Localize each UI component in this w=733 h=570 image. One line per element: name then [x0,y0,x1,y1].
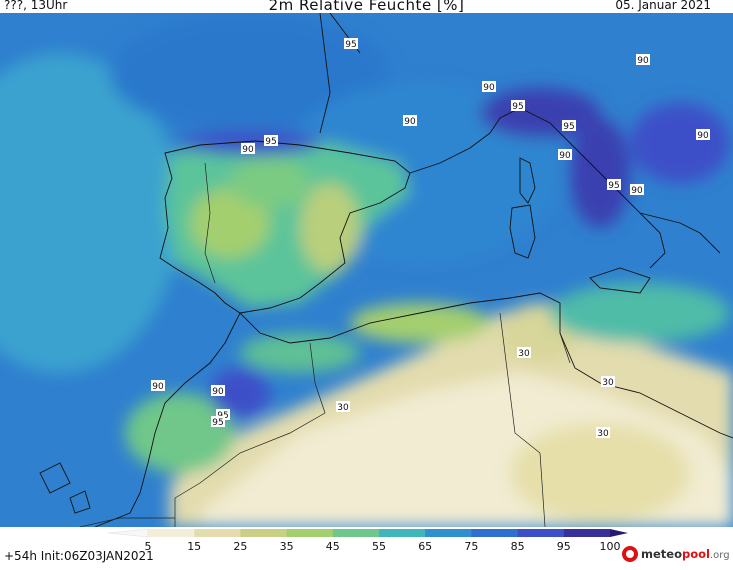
contour-label-bg [336,401,350,412]
contour-label-bg [636,54,650,65]
legend-tick-label: 15 [187,540,201,553]
contour-label: 90 [631,186,643,196]
contour-label: 95 [265,137,276,147]
humidity-map: 9590909590909595909095909090959530303030 [0,13,733,527]
contour-label-bg [562,120,576,131]
contour-label: 30 [597,429,609,439]
legend-swatch [148,529,195,537]
contour-label: 95 [608,181,619,191]
map-title: 2m Relative Feuchte [%] [268,0,465,14]
contour-label-bg [511,100,525,111]
legend-swatch [425,529,472,537]
color-legend: 5 15 25 35 45 55 65 75 85 95 100 [0,527,733,566]
logo-icon [622,546,638,562]
contour-label: 90 [152,382,164,392]
legend-max-arrow [610,529,628,537]
legend-tick-label: 65 [418,540,432,553]
contour-label-bg [517,347,531,358]
logo-text: meteopool.org [641,547,730,561]
contour-label: 90 [404,117,416,127]
contour-label: 30 [337,403,349,413]
contour-label-bg [151,380,165,391]
legend-swatch [332,529,380,537]
date-label: 05. Januar 2021 [615,0,711,12]
legend-swatch [379,529,426,537]
contour-labels: 9590909590909595909095909090959530303030 [151,38,710,439]
contour-label: 95 [212,418,223,428]
legend-tick-label: 85 [511,540,525,553]
model-run-label: +54h Init:06Z03JAN2021 [4,549,154,563]
country-borders [79,162,571,527]
coastlines [39,13,733,527]
contour-label-bg [630,184,644,195]
contour-label: 90 [483,83,495,93]
contour-label: 95 [563,122,574,132]
contour-label-bg [403,115,417,126]
contour-label: 90 [697,131,709,141]
contour-label-bg [344,38,358,49]
legend-swatch [471,529,519,537]
legend-swatch [240,529,288,537]
meteopool-logo[interactable]: meteopool.org [621,543,731,565]
contour-label-bg [211,416,225,427]
contour-label-bg [596,427,610,438]
map-canvas: 9590909590909595909095909090959530303030 [0,13,733,527]
legend-tick-label: 95 [557,540,571,553]
contour-label: 90 [212,387,224,397]
contour-label-bg [241,143,255,154]
legend-swatch [194,529,241,537]
legend-swatch [517,529,565,537]
legend-swatch [286,529,334,537]
contour-label-bg [211,385,225,396]
legend-bar: 5 15 25 35 45 55 65 75 85 95 100 [107,528,628,553]
legend-tick-label: 55 [372,540,386,553]
contour-label-bg [482,81,496,92]
contour-label: 90 [637,56,649,66]
legend-tick-label: 75 [464,540,478,553]
legend-swatch [563,529,611,537]
contour-label-bg [601,376,615,387]
contour-label-bg [264,135,278,146]
legend-tick-label: 100 [600,540,621,553]
contour-label: 90 [559,151,571,161]
contour-label: 95 [512,102,523,112]
header: ???, 13Uhr 2m Relative Feuchte [%] 05. J… [0,0,733,18]
contour-label: 30 [602,378,614,388]
legend-min-arrow [107,528,149,538]
legend-tick-label: 35 [280,540,294,553]
contour-label: 30 [518,349,530,359]
legend-tick-label: 5 [145,540,152,553]
contour-label-bg [696,129,710,140]
legend-tick-label: 25 [233,540,247,553]
valid-time-label: ???, 13Uhr [4,0,68,12]
contour-label: 90 [242,145,254,155]
contour-label: 95 [345,40,356,50]
contour-label-bg [607,179,621,190]
contour-label-bg [558,149,572,160]
contour-label-bg [216,409,230,420]
legend-tick-label: 45 [326,540,340,553]
